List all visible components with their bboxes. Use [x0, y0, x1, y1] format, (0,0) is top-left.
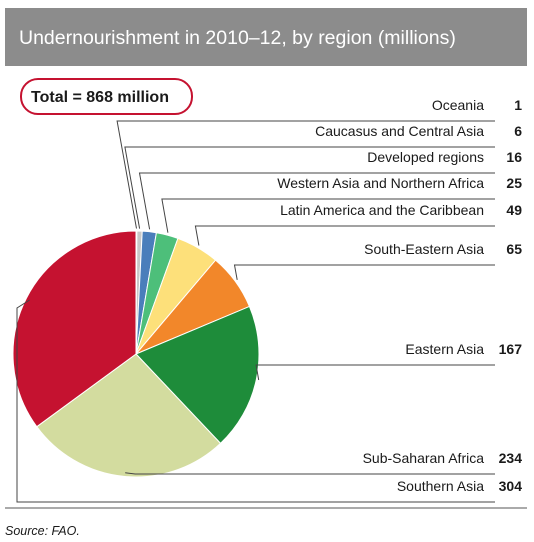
slice-southern-asia — [12, 230, 137, 428]
label-eastern-asia: Eastern Asia — [405, 341, 484, 357]
value-western-asia-and-northern-africa: 25 — [506, 175, 522, 191]
leader-line-eastern-asia — [255, 364, 495, 381]
label-western-asia-and-northern-africa: Western Asia and Northern Africa — [277, 175, 484, 191]
label-southern-asia: Southern Asia — [397, 478, 484, 494]
leader-line-developed-regions — [138, 172, 495, 230]
value-developed-regions: 16 — [506, 149, 522, 165]
pie-slices — [12, 230, 260, 478]
leader-lines — [16, 120, 495, 503]
slice-sub-saharan-africa — [36, 353, 222, 478]
label-developed-regions: Developed regions — [367, 149, 484, 165]
slice-eastern-asia — [135, 305, 260, 445]
leader-line-sub-saharan-africa — [125, 472, 495, 475]
value-sub-saharan-africa: 234 — [499, 450, 523, 466]
label-south-eastern-asia: South-Eastern Asia — [364, 241, 484, 257]
leader-line-oceania — [116, 120, 495, 229]
source-note: Source: FAO. — [5, 524, 80, 538]
leader-line-south-eastern-asia — [233, 264, 495, 280]
label-oceania: Oceania — [432, 97, 484, 113]
title-bar — [5, 8, 527, 66]
slice-labels: Oceania 1 Caucasus and Central Asia 6 Develo… — [277, 97, 522, 494]
leader-line-caucasus-and-central-asia — [124, 146, 495, 229]
value-caucasus-and-central-asia: 6 — [514, 123, 522, 139]
value-latin-america-and-the-caribbean: 49 — [506, 202, 522, 218]
chart-title: Undernourishment in 2010–12, by region (… — [19, 27, 456, 49]
label-sub-saharan-africa: Sub-Saharan Africa — [363, 450, 485, 466]
total-label: Total = 868 million — [31, 89, 169, 106]
value-oceania: 1 — [514, 97, 522, 113]
label-caucasus-and-central-asia: Caucasus and Central Asia — [315, 123, 484, 139]
value-eastern-asia: 167 — [499, 341, 523, 357]
leader-line-latin-america-and-the-caribbean — [194, 225, 495, 246]
value-southern-asia: 304 — [499, 478, 523, 494]
value-south-eastern-asia: 65 — [506, 241, 522, 257]
label-latin-america-and-the-caribbean: Latin America and the Caribbean — [280, 202, 484, 218]
leader-line-southern-asia — [16, 299, 495, 503]
leader-line-western-asia-and-northern-africa — [161, 198, 495, 233]
total-badge — [20, 78, 193, 115]
